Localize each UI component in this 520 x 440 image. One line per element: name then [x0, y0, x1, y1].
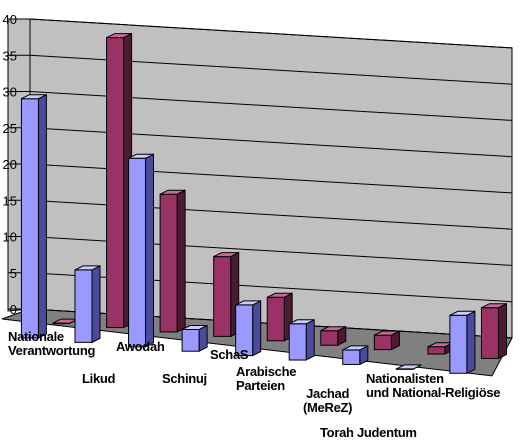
bar-side [252, 300, 262, 357]
bar-side [145, 153, 154, 348]
bar-top [106, 33, 132, 39]
category-label: Schinuj [162, 371, 207, 386]
bar-side [176, 189, 186, 333]
bar [266, 296, 285, 342]
category-label: Jachad (MeReZ) [303, 386, 353, 415]
bar [128, 157, 147, 348]
bar-top [374, 330, 400, 336]
y-tick-label: 40 [3, 12, 17, 27]
bar [373, 334, 392, 351]
bar-top [159, 189, 186, 195]
category-label: Likud [82, 371, 116, 386]
bar [288, 323, 307, 361]
bar-top [21, 94, 47, 100]
bar [320, 330, 339, 346]
y-tick-label: 15 [3, 193, 17, 208]
bar [106, 37, 125, 329]
bar [342, 349, 361, 365]
bar-top [266, 292, 293, 298]
y-tick-label: 35 [3, 48, 17, 63]
bar-top [342, 345, 369, 351]
y-tick-label: 0 [10, 302, 17, 317]
bar-side [37, 93, 47, 339]
bar-top [396, 364, 422, 370]
category-label: Nationalisten und National-Religiöse [366, 371, 501, 400]
bar [480, 307, 499, 359]
bar [181, 328, 200, 352]
category-label: Torah Judentum [320, 425, 417, 440]
bar-top [74, 265, 101, 271]
y-tick-label: 5 [10, 266, 17, 281]
gridline-40 [8, 18, 513, 49]
category-label: SchaS [210, 347, 249, 362]
bar-top [288, 319, 315, 325]
bar-top [235, 300, 261, 306]
category-label: Nationale Verantwortung [8, 329, 96, 358]
bar-top [481, 303, 507, 309]
bar-top [181, 325, 208, 330]
category-label: Awodah [116, 339, 165, 354]
y-tick-label: 30 [3, 85, 17, 100]
bar-top [213, 252, 239, 258]
category-label: Arabische Parteien [236, 364, 297, 393]
gridline-30 [8, 91, 513, 121]
bar [449, 314, 468, 374]
bar-side [466, 310, 476, 375]
bar-side [305, 318, 315, 361]
bar-top [449, 310, 476, 316]
y-tick-label: 20 [3, 157, 17, 172]
bar [213, 256, 232, 337]
bar-top [128, 153, 154, 159]
bar-top [320, 326, 347, 332]
bar-side [498, 302, 507, 360]
y-tick-label: 25 [3, 121, 17, 136]
bar [159, 193, 178, 333]
bar [20, 98, 39, 339]
bar [427, 346, 446, 355]
y-tick-label: 10 [3, 230, 17, 245]
gridline-35 [8, 54, 513, 85]
